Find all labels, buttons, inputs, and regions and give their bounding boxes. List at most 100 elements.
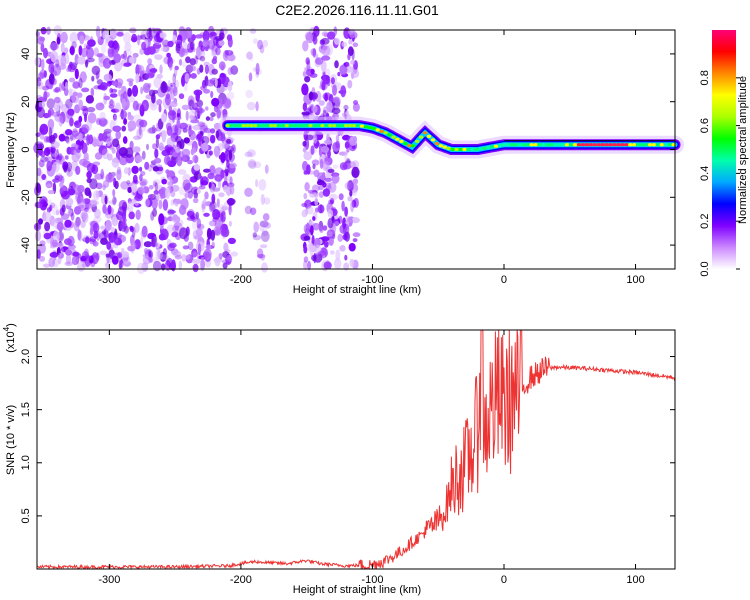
noise-blob: [180, 198, 189, 210]
noise-blob: [261, 262, 268, 273]
noise-blob: [134, 193, 143, 202]
noise-blob: [303, 246, 308, 254]
noise-blob: [135, 103, 145, 111]
ridge-core: [632, 143, 637, 147]
noise-blob: [172, 214, 178, 221]
noise-blob: [326, 133, 330, 145]
noise-blob: [80, 211, 88, 221]
noise-blob: [196, 223, 205, 230]
noise-blob: [318, 185, 324, 191]
noise-blob: [105, 219, 112, 232]
noise-blob: [65, 81, 69, 90]
noise-blob: [214, 47, 221, 56]
spectrogram-y-ticks: -40 -20 0 20 40: [20, 48, 675, 253]
noise-blob: [80, 220, 86, 229]
noise-blob: [101, 43, 107, 54]
ridge-core: [521, 143, 526, 147]
noise-blob: [323, 240, 329, 248]
noise-blob: [134, 155, 143, 163]
noise-blob: [324, 177, 333, 182]
noise-blob: [307, 260, 311, 271]
noise-blob: [99, 250, 108, 256]
noise-blob: [61, 45, 65, 52]
noise-blob: [204, 191, 209, 200]
noise-blob: [159, 186, 167, 199]
noise-blob: [210, 134, 216, 144]
noise-blob: [94, 152, 103, 160]
noise-blob: [224, 49, 234, 56]
noise-blob: [58, 115, 64, 127]
ridge-core: [229, 124, 234, 128]
ridge-core: [482, 146, 487, 150]
noise-blob: [86, 47, 94, 59]
ridge-core: [395, 137, 400, 141]
noise-blob: [93, 216, 102, 223]
noise-blob: [199, 259, 205, 272]
noise-blob: [139, 178, 148, 186]
noise-blob: [140, 236, 144, 249]
x-tick-label: -100: [361, 274, 383, 286]
noise-blob: [193, 164, 201, 171]
ridge-core: [466, 147, 471, 152]
noise-blob: [54, 86, 60, 93]
noise-blob: [190, 119, 200, 124]
noise-blob: [131, 226, 136, 238]
noise-blob: [229, 185, 235, 195]
noise-blob: [345, 215, 353, 224]
noise-blob: [311, 234, 315, 246]
noise-blob: [218, 61, 226, 71]
noise-blob: [192, 115, 197, 120]
ridge-core: [355, 124, 361, 128]
noise-blob: [332, 97, 340, 103]
noise-blob: [185, 110, 189, 121]
ridge-core: [564, 143, 570, 147]
noise-blob: [312, 105, 318, 113]
noise-blob: [86, 171, 92, 179]
noise-blob: [131, 242, 137, 250]
y-tick-label: 1.0: [20, 455, 32, 470]
noise-blob: [206, 79, 215, 87]
noise-blob: [148, 185, 154, 190]
ridge-core: [371, 126, 376, 131]
colorbar-tick-label: 0.0: [699, 261, 711, 276]
noise-blob: [172, 86, 177, 94]
noise-blob: [312, 216, 316, 221]
noise-blob: [79, 127, 89, 135]
noise-blob: [312, 163, 316, 170]
noise-blob: [350, 59, 355, 65]
noise-blob: [246, 51, 253, 60]
noise-blob: [84, 208, 92, 214]
x-tick-label: 100: [626, 574, 644, 586]
noise-blob: [38, 218, 43, 225]
noise-blob: [154, 157, 162, 164]
noise-blob: [80, 124, 90, 134]
noise-blob: [194, 155, 198, 164]
noise-blob: [311, 255, 317, 261]
ridge-core: [403, 141, 408, 146]
noise-blob: [112, 138, 120, 148]
ridge-core: [225, 124, 230, 128]
ridge-core: [446, 146, 451, 151]
noise-blob: [192, 197, 199, 204]
noise-blob: [322, 109, 327, 119]
noise-blob: [228, 204, 232, 216]
noise-blob: [343, 61, 350, 67]
noise-blob: [57, 252, 62, 265]
ridge-core: [237, 124, 242, 128]
noise-blob: [180, 155, 190, 162]
noise-blob: [65, 129, 73, 136]
ridge-core: [296, 124, 301, 128]
noise-blob: [126, 180, 131, 185]
noise-blob: [317, 178, 322, 184]
ridge-core: [261, 124, 266, 128]
snr-y-label: SNR (10 * v/v): [5, 405, 17, 475]
noise-blob: [206, 228, 212, 240]
noise-blob: [131, 183, 138, 193]
noise-blob: [136, 118, 144, 128]
noise-blob: [211, 193, 216, 204]
noise-blob: [130, 234, 135, 246]
noise-blob: [323, 261, 332, 270]
noise-blob: [214, 174, 223, 182]
noise-blob: [174, 124, 182, 136]
noise-blob: [52, 230, 60, 243]
